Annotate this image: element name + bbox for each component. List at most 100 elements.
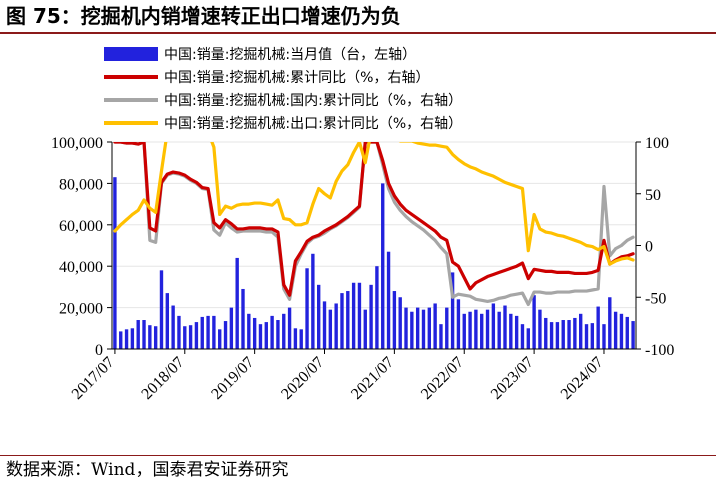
bar-55 [433,303,437,349]
bar-38 [334,303,338,349]
x-tick-label-3: 2020/07 [278,354,327,403]
left-tick-label-1: 20,000 [59,301,103,318]
bar-22 [241,288,245,349]
left-tick-label-5: 100,000 [51,135,103,152]
right-tick-label-4: 100 [645,135,669,152]
bar-85 [608,297,612,349]
bar-2 [124,329,129,349]
bar-28 [276,320,280,349]
bar-34 [311,253,315,349]
bar-37 [328,309,333,349]
right-tick-label-1: -50 [645,290,666,307]
right-tick-label-0: -100 [645,342,674,359]
bar-84 [602,324,606,349]
title-divider [0,32,716,34]
bar-54 [427,307,431,349]
bar-60 [462,313,466,349]
bar-79 [573,317,577,349]
bar-53 [421,309,426,349]
legend-label-0: 中国:销量:挖掘机械:当月值（台，左轴） [164,47,416,63]
bar-43 [363,309,367,349]
bar-45 [375,266,379,349]
bar-75 [549,322,554,349]
bar-63 [480,313,484,349]
figure-title: 图 75：挖掘机内销增速转正出口增速仍为负 [6,4,401,28]
bar-21 [235,257,239,349]
bar-81 [584,324,589,349]
bar-17 [212,315,216,349]
x-tick-label-4: 2021/07 [348,354,397,403]
right-tick-label-3: 50 [645,187,661,204]
bar-61 [468,311,472,349]
bar-47 [386,251,391,349]
bar-12 [183,326,187,349]
x-tick-label-1: 2018/07 [138,354,187,403]
bar-74 [544,317,548,349]
bar-16 [206,315,210,349]
bar-66 [497,311,501,349]
bar-58 [450,272,455,349]
bar-72 [532,295,536,349]
bar-77 [561,320,565,349]
bar-26 [264,322,268,349]
x-tick-label-2: 2019/07 [208,354,257,403]
source-divider [0,455,716,456]
bar-86 [613,311,618,349]
bar-4 [136,320,140,349]
x-tick-label-6: 2023/07 [488,354,537,403]
bar-1 [119,331,123,349]
left-axis-ticks: 0 20,000 40,000 60,000 80,000 100,000 [51,135,112,359]
bar-6 [148,325,152,349]
bar-15 [200,316,204,349]
bar-69 [514,315,519,349]
line-series-3 [113,142,635,266]
chart: 中国:销量:挖掘机械:当月值（台，左轴） 中国:销量:挖掘机械:累计同比（%，右轴… [51,47,674,403]
bar-9 [165,293,169,349]
bar-57 [445,307,449,349]
figure-source: 数据来源：Wind，国泰君安证券研究 [6,460,289,480]
bar-13 [188,325,193,349]
bar-62 [474,309,478,349]
bar-40 [346,291,350,349]
left-tick-label-2: 40,000 [59,259,103,276]
legend-label-3: 中国:销量:挖掘机械:出口:累计同比（%，右轴） [164,116,462,132]
bar-87 [619,313,624,349]
left-tick-label-0: 0 [95,342,103,359]
bar-14 [194,322,199,349]
bar-71 [526,328,530,349]
bar-11 [177,315,181,349]
bar-7 [153,326,158,349]
line-series-1 [113,142,635,297]
bar-46 [381,183,385,349]
bar-42 [357,282,362,349]
x-tick-label-7: 2024/07 [558,354,607,403]
legend-swatch-0 [104,47,158,61]
bar-23 [247,313,251,349]
left-tick-label-3: 60,000 [59,218,103,235]
bar-series [113,177,635,349]
bar-18 [218,329,222,349]
bar-51 [410,311,414,349]
bar-19 [223,321,228,349]
bar-89 [631,321,635,349]
bar-44 [369,284,373,349]
bar-56 [439,324,443,349]
bar-3 [130,328,135,349]
bar-88 [625,316,629,349]
bar-33 [305,268,309,349]
line-series [113,142,635,307]
bar-70 [520,324,525,349]
bar-24 [252,317,257,349]
bar-10 [171,305,175,349]
bar-5 [142,320,146,349]
grid [112,141,636,350]
bar-31 [293,328,298,349]
legend-label-2: 中国:销量:挖掘机械:国内:累计同比（%，右轴） [164,93,462,109]
bar-29 [282,313,286,349]
bar-83 [596,306,600,349]
left-tick-label-4: 80,000 [59,176,103,193]
bar-35 [317,284,321,349]
bar-41 [351,282,356,349]
bar-8 [159,270,164,349]
bar-80 [579,313,583,349]
